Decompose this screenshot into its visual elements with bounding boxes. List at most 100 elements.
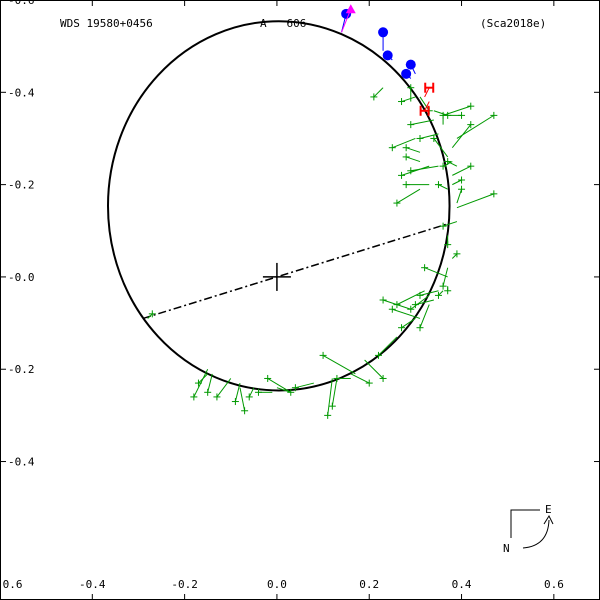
micrometric-residual-47 [331, 378, 338, 407]
micrometric-point-10 [416, 134, 424, 142]
micrometric-point-47 [328, 402, 336, 410]
micrometric-point-27 [439, 222, 447, 230]
micrometric-point-54 [241, 407, 249, 415]
y-tick-label-4: -0.2 [8, 363, 35, 376]
micrometric-point-29 [453, 250, 461, 258]
micrometric-point-0 [370, 93, 378, 101]
micrometric-point-25 [393, 199, 401, 207]
micrometric-point-52 [254, 388, 262, 396]
micrometric-residual-57 [207, 373, 213, 393]
micrometric-residual-51 [276, 387, 291, 393]
last-observation [341, 4, 356, 33]
micrometric-point-49 [291, 384, 299, 392]
micrometric-point-60 [148, 310, 156, 318]
micrometric-residual-41 [401, 318, 416, 329]
micrometric-residual-35 [396, 290, 425, 306]
micrometric-residual-0 [373, 87, 384, 98]
micrometric-point-17 [439, 162, 447, 170]
micrometric-point-31 [439, 282, 447, 290]
micrometric-point-1 [398, 98, 406, 106]
x-tick-label-0: -0.6 [0, 578, 23, 591]
micrometric-point-30 [421, 264, 429, 272]
compass-north-label: N [503, 542, 510, 555]
micrometric-point-41 [398, 324, 406, 332]
compass: E N [503, 503, 554, 555]
orbit-ellipse [107, 20, 451, 392]
micrometric-residual-37 [410, 294, 430, 310]
micrometric-point-55 [231, 398, 239, 406]
micrometric-residual-15 [405, 156, 421, 163]
micrometric-point-48 [324, 411, 332, 419]
compass-arrow-icon [522, 519, 550, 549]
micrometric-residual-1 [401, 96, 416, 103]
micrometric-point-7 [439, 111, 447, 119]
micrometric-residual-50 [267, 378, 292, 393]
micrometric-point-9 [490, 111, 498, 119]
micrometric-point-59 [190, 393, 198, 401]
micrometric-residual-30 [424, 267, 448, 278]
micrometric-point-26 [458, 185, 466, 193]
interferometric-observations [419, 82, 435, 116]
y-tick-label-3: -0.0 [8, 271, 35, 284]
speckle-point-2 [382, 50, 393, 61]
micrometric-point-23 [402, 181, 410, 189]
compass-axes [510, 509, 540, 538]
x-tick-label-1: -0.4 [79, 578, 106, 591]
line-of-nodes [142, 223, 448, 320]
micrometric-residual-60 [147, 313, 153, 319]
micrometric-point-24 [490, 190, 498, 198]
micrometric-residual-21 [452, 179, 462, 186]
micrometric-residual-38 [382, 299, 411, 310]
micrometric-residual-31 [442, 267, 449, 287]
interferometric-point-1 [419, 105, 430, 116]
micrometric-residual-27 [442, 221, 458, 227]
micrometric-residual-8 [410, 119, 434, 126]
micrometric-point-6 [467, 102, 475, 110]
micrometric-residual-6 [442, 105, 471, 116]
micrometric-residual-55 [234, 382, 241, 402]
interferometric-residual-0 [424, 87, 430, 98]
compass-arrowhead-icon [543, 514, 554, 525]
micrometric-point-32 [444, 287, 452, 295]
x-tick-label-6: 0.6 [544, 578, 564, 591]
micrometric-point-34 [434, 291, 442, 299]
micrometric-residual-10 [419, 133, 439, 139]
micrometric-point-13 [402, 144, 410, 152]
micrometric-point-40 [416, 324, 424, 332]
speckle-point-1 [378, 27, 389, 38]
micrometric-residual-54 [239, 387, 246, 411]
micrometric-point-39 [388, 305, 396, 313]
micrometric-point-44 [379, 374, 387, 382]
micrometric-residual-12 [392, 137, 416, 149]
interferometric-residual-1 [424, 101, 430, 111]
micrometric-point-45 [365, 379, 373, 387]
y-tick-label-5: -0.4 [8, 456, 35, 469]
micrometric-point-11 [467, 121, 475, 129]
micrometric-residual-44 [364, 359, 384, 379]
micrometric-point-21 [458, 176, 466, 184]
speckle-point-3 [405, 59, 416, 70]
micrometric-residual-22 [438, 184, 448, 190]
y-axis-ticks: -0.6 -0.4 -0.2 -0.0 -0.2 -0.4 [0, 0, 600, 469]
x-axis-ticks: -0.6 -0.4 -0.2 0.0 0.2 0.4 0.6 [0, 0, 564, 600]
last-point-triangle [345, 4, 356, 14]
micrometric-point-16 [407, 167, 415, 175]
micrometric-residual-48 [327, 378, 333, 416]
x-tick-label-4: 0.2 [359, 578, 379, 591]
micrometric-residual-25 [396, 188, 421, 204]
micrometric-point-56 [213, 393, 221, 401]
micrometric-residual-11 [451, 124, 472, 149]
micrometric-point-19 [467, 162, 475, 170]
micrometric-residual-42 [378, 336, 398, 356]
compass-east-label: E [545, 503, 552, 516]
micrometric-point-5 [458, 111, 466, 119]
micrometric-residual-40 [419, 304, 430, 328]
micrometric-residual-53 [248, 387, 255, 398]
micrometric-residual-24 [456, 193, 495, 209]
x-tick-label-3: 0.0 [267, 578, 287, 591]
micrometric-residual-13 [405, 147, 421, 153]
micrometric-point-8 [407, 121, 415, 129]
micrometric-residual-43 [322, 354, 356, 375]
